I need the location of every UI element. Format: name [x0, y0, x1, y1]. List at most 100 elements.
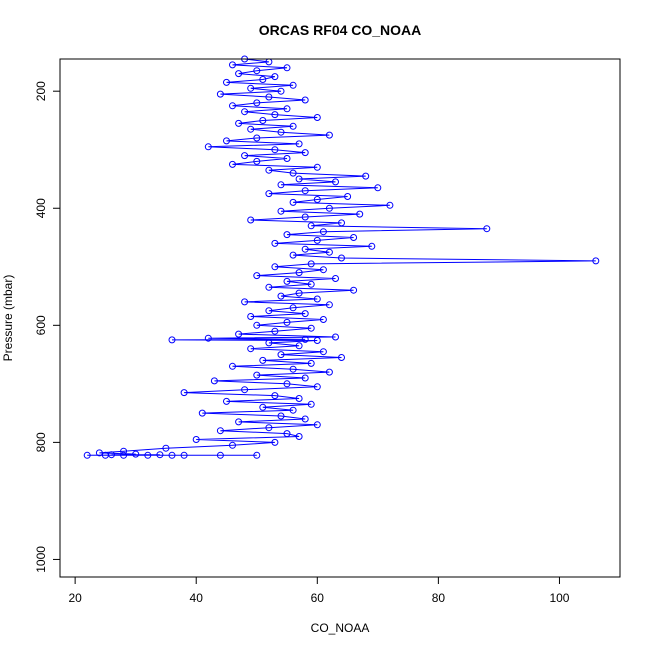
data-point — [301, 96, 309, 104]
data-point — [319, 266, 327, 274]
data-point — [259, 403, 267, 411]
y-axis: 200 400 600 800 1000 — [34, 81, 61, 573]
data-point — [247, 216, 255, 224]
y-tick-label: 800 — [34, 432, 48, 452]
data-point — [247, 313, 255, 320]
y-tick-label: 400 — [34, 198, 48, 218]
data-point — [350, 234, 358, 241]
data-point — [313, 163, 321, 171]
data-point — [374, 184, 382, 192]
data-point — [216, 427, 224, 435]
data-point — [283, 277, 291, 285]
data-point — [386, 201, 394, 209]
data-point — [210, 377, 218, 385]
x-axis-label: CO_NOAA — [311, 621, 370, 635]
data-point — [295, 175, 303, 183]
y-tick-label: 200 — [34, 81, 48, 101]
data-point — [271, 73, 279, 81]
data-point — [259, 117, 267, 124]
data-point — [271, 146, 279, 154]
data-point — [144, 451, 152, 459]
data-point — [307, 324, 315, 332]
data-point — [235, 418, 243, 426]
data-point — [295, 433, 303, 440]
data-point — [132, 450, 140, 458]
data-point — [283, 231, 291, 239]
data-point — [265, 424, 273, 432]
data-point — [283, 105, 291, 113]
data-point — [259, 76, 267, 83]
data-point — [362, 172, 370, 180]
series-line — [87, 58, 596, 456]
data-point — [295, 342, 303, 350]
data-point — [289, 122, 297, 130]
data-point — [301, 374, 309, 382]
plot-area — [83, 55, 600, 459]
data-point — [332, 275, 339, 282]
data-point — [338, 254, 345, 262]
data-point — [483, 225, 491, 233]
data-point — [592, 257, 600, 265]
data-point — [253, 67, 261, 75]
data-point — [338, 219, 345, 227]
data-point — [265, 190, 273, 198]
data-point — [235, 330, 243, 338]
data-point — [301, 149, 309, 157]
data-point — [307, 280, 315, 288]
data-point — [271, 263, 279, 271]
data-point — [253, 371, 261, 379]
data-point — [332, 178, 339, 186]
data-point — [271, 392, 279, 400]
data-point — [283, 380, 291, 388]
data-point — [289, 169, 297, 177]
data-point — [216, 451, 224, 459]
data-point — [289, 365, 297, 373]
data-point — [283, 430, 291, 438]
data-point — [368, 242, 376, 250]
data-point — [265, 283, 273, 291]
data-point — [253, 451, 261, 459]
data-point — [319, 316, 327, 323]
data-point — [301, 187, 309, 195]
data-point — [120, 451, 128, 459]
data-point — [253, 321, 261, 329]
data-point — [259, 356, 267, 364]
data-point — [229, 160, 236, 168]
x-tick-label: 80 — [432, 591, 446, 605]
data-point — [253, 157, 261, 165]
data-point — [313, 295, 321, 303]
data-point — [283, 64, 291, 72]
data-point — [265, 307, 273, 315]
series-lines — [87, 58, 596, 456]
data-point — [295, 140, 303, 148]
data-point — [289, 251, 297, 259]
data-point — [247, 345, 255, 353]
data-point — [344, 193, 352, 200]
data-point — [283, 155, 291, 162]
data-point — [325, 204, 333, 212]
data-point — [307, 359, 315, 367]
data-point — [277, 412, 285, 420]
data-point — [301, 415, 309, 423]
data-point — [83, 451, 91, 459]
y-tick-label: 1000 — [34, 546, 48, 573]
data-point — [289, 304, 297, 312]
data-point — [204, 334, 212, 342]
data-point — [180, 389, 188, 397]
data-point — [216, 90, 224, 98]
data-point — [229, 441, 236, 449]
data-point — [325, 131, 333, 139]
data-point — [295, 289, 303, 297]
data-point — [223, 397, 230, 405]
data-point — [313, 421, 321, 429]
data-point — [229, 362, 236, 370]
data-point — [156, 451, 164, 459]
data-point — [307, 400, 315, 408]
data-point — [253, 134, 261, 142]
data-point — [277, 207, 285, 215]
data-point — [295, 395, 303, 402]
y-tick-label: 600 — [34, 315, 48, 335]
data-point — [313, 383, 321, 391]
data-point — [277, 292, 285, 300]
data-point — [271, 438, 279, 446]
